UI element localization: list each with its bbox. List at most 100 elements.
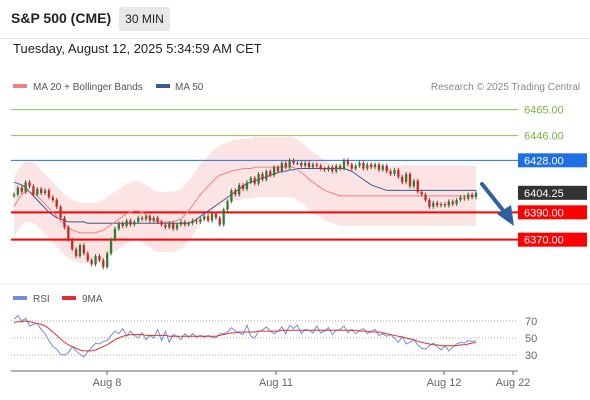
x-tick-label: Aug 12: [427, 377, 462, 389]
candle-body: [428, 200, 431, 207]
level-tag-6370.00: [518, 232, 587, 247]
candle-body: [358, 163, 361, 166]
rsi-ma-legend-swatch: [62, 296, 76, 300]
rsi-ma-line: [13, 320, 477, 352]
candle-body: [43, 190, 47, 194]
candle-body: [272, 167, 276, 176]
candle-body: [206, 216, 210, 221]
candle-body: [210, 213, 214, 221]
candle-body: [280, 163, 284, 172]
candle-body: [12, 194, 16, 196]
candle-body: [350, 164, 353, 169]
x-tick-label: Aug 8: [93, 377, 122, 389]
x-axis: Aug 8 Aug 11 Aug 12 Aug 22: [93, 371, 531, 389]
candle-body: [311, 164, 315, 168]
candle-body: [338, 165, 342, 169]
candle-body: [408, 174, 412, 187]
candle-body: [474, 192, 478, 198]
candle-body: [36, 189, 39, 195]
candle-body: [191, 220, 194, 224]
timeframe-badge[interactable]: 30 MIN: [119, 7, 170, 31]
rsi-tick-50: 50: [525, 333, 537, 345]
candle-body: [261, 174, 264, 180]
candle-body: [459, 197, 462, 200]
candle-body: [195, 220, 198, 222]
candle-body: [455, 200, 458, 205]
candle-body: [447, 201, 450, 206]
candle-body: [245, 182, 249, 190]
candle-body: [172, 223, 175, 229]
candle-body: [222, 209, 225, 225]
ma20-legend-swatch: [13, 84, 27, 88]
candle-body: [94, 256, 97, 265]
candle-body: [381, 165, 384, 170]
candle-body: [59, 206, 62, 218]
candle-body: [315, 164, 318, 166]
candle-body: [175, 224, 179, 229]
candle-body: [373, 164, 377, 168]
candle-body: [160, 221, 163, 225]
level-label-6446.00: 6446.00: [524, 131, 564, 143]
candle-body: [82, 245, 86, 254]
rsi-tick-70: 70: [525, 316, 537, 328]
candle-body: [109, 239, 113, 254]
candle-body: [331, 167, 334, 172]
candle-body: [412, 180, 416, 187]
candle-body: [125, 220, 128, 226]
candle-body: [296, 163, 299, 165]
last-price-label: 6404.25: [524, 188, 564, 200]
candle-body: [78, 245, 82, 257]
candle-body: [102, 260, 105, 268]
candle-body: [362, 163, 365, 169]
x-tick-label: Aug 22: [496, 377, 531, 389]
candle-body: [436, 202, 439, 206]
candle-body: [203, 216, 206, 220]
candle-body: [55, 200, 58, 207]
candle-body: [335, 165, 338, 172]
candle-body: [98, 256, 101, 261]
candle-body: [443, 204, 447, 206]
level-label-6428.00: 6428.00: [524, 155, 564, 167]
candle-body: [327, 167, 330, 170]
rsi-ma-legend-label: 9MA: [82, 294, 103, 305]
candle-body: [137, 217, 140, 222]
candle-body: [90, 260, 93, 265]
candle-body: [156, 217, 159, 222]
candle-body: [20, 187, 23, 192]
candle-body: [307, 163, 311, 168]
x-tick-label: Aug 11: [259, 377, 293, 389]
candle-body: [140, 217, 144, 220]
candle-body: [319, 165, 322, 169]
level-label-6390.00: 6390.00: [524, 207, 564, 219]
candle-body: [370, 164, 373, 168]
candle-body: [16, 187, 20, 195]
instrument-title: S&P 500 (CME): [11, 10, 112, 26]
candle-body: [451, 201, 454, 205]
ma20-legend-label: MA 20 + Bollinger Bands: [33, 82, 143, 93]
candle-body: [432, 202, 435, 207]
candle-body: [467, 194, 470, 199]
candle-body: [86, 253, 89, 261]
candle-body: [346, 160, 350, 165]
candle-body: [168, 223, 171, 228]
candle-body: [397, 169, 400, 177]
level-tag-6390.00: [518, 205, 587, 220]
ma50-legend-swatch: [156, 84, 170, 88]
candle-body: [323, 168, 326, 170]
candle-body: [463, 197, 466, 199]
level-label-6465.00: 6465.00: [524, 105, 564, 117]
candle-body: [253, 178, 256, 184]
candle-body: [276, 167, 280, 172]
candle-body: [51, 197, 54, 200]
candle-body: [117, 223, 120, 229]
candle-body: [366, 164, 369, 169]
bollinger-band: [14, 137, 476, 263]
candle-body: [199, 219, 202, 222]
candle-body: [71, 239, 74, 250]
candle-body: [234, 190, 237, 195]
candle-body: [393, 169, 396, 174]
candle-body: [288, 160, 291, 168]
level-tag-6428.00: [518, 153, 587, 168]
candle-body: [269, 171, 272, 176]
candle-body: [144, 216, 148, 220]
